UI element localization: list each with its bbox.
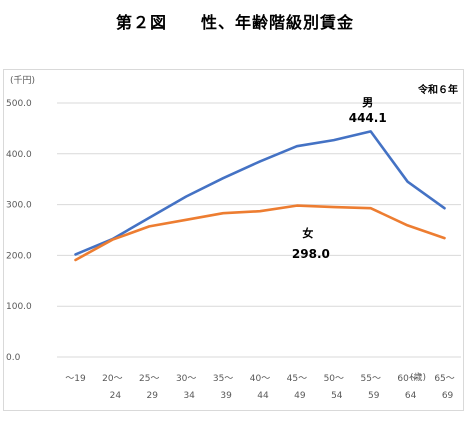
y-tick-label: 0.0 bbox=[6, 353, 21, 363]
x-tick-label-line2: 69 bbox=[442, 391, 454, 401]
chart-title: 第２図 性、年齢階級別賃金 bbox=[115, 13, 354, 32]
y-tick-label: 100.0 bbox=[6, 302, 32, 312]
x-tick-label: ～19 bbox=[65, 374, 86, 384]
x-tick-label: 55～ bbox=[361, 374, 381, 384]
x-tick-label: 60～ bbox=[397, 374, 417, 384]
series-label-female: 女 bbox=[302, 226, 313, 240]
series-line-female bbox=[74, 204, 446, 262]
data-label-female-peak: 298.0 bbox=[292, 247, 330, 261]
x-tick-label-line2: 24 bbox=[110, 391, 122, 401]
x-tick-label-line2: 34 bbox=[183, 391, 195, 401]
x-tick-label-line2: 49 bbox=[294, 391, 306, 401]
era-label: 令和６年 bbox=[417, 83, 458, 96]
x-tick-label: 30～ bbox=[176, 374, 196, 384]
y-tick-label: 400.0 bbox=[6, 150, 32, 160]
x-axis-unit-label: (歳) bbox=[410, 371, 426, 383]
x-tick-label: 50～ bbox=[324, 374, 344, 384]
x-tick-label-line2: 59 bbox=[368, 391, 380, 401]
y-axis-unit-label: (千円) bbox=[10, 75, 35, 86]
gridlines bbox=[57, 102, 461, 358]
x-tick-label-line2: 54 bbox=[331, 391, 343, 401]
x-tick-label: 45～ bbox=[287, 374, 307, 384]
series-lines bbox=[74, 130, 446, 262]
x-tick-label-line2: 64 bbox=[405, 391, 417, 401]
series-label-male: 男 bbox=[362, 96, 373, 109]
y-tick-label: 200.0 bbox=[6, 251, 32, 261]
x-tick-label: 25～ bbox=[139, 374, 159, 384]
y-tick-label: 500.0 bbox=[6, 99, 32, 109]
x-tick-label: 35～ bbox=[213, 374, 233, 384]
series-line-male bbox=[74, 130, 446, 256]
x-tick-label: 65～ bbox=[434, 374, 454, 384]
y-axis-ticks: 0.0 100.0 200.0 300.0 400.0 500.0 bbox=[6, 99, 32, 363]
x-tick-label-line2: 29 bbox=[147, 391, 159, 401]
x-tick-label-line2: 44 bbox=[257, 391, 269, 401]
x-tick-label-line2: 39 bbox=[220, 391, 232, 401]
data-label-male-peak: 444.1 bbox=[349, 111, 387, 125]
x-axis-ticks: ～19 20～ 24 25～ 29 30～ 34 35～ 39 40～ 44 45～ 49 50～ 54 55… bbox=[65, 374, 455, 401]
chart-area-border bbox=[3, 69, 464, 411]
y-tick-label: 300.0 bbox=[6, 201, 32, 211]
x-tick-label: 20～ bbox=[102, 374, 122, 384]
x-tick-label: 40～ bbox=[250, 374, 270, 384]
